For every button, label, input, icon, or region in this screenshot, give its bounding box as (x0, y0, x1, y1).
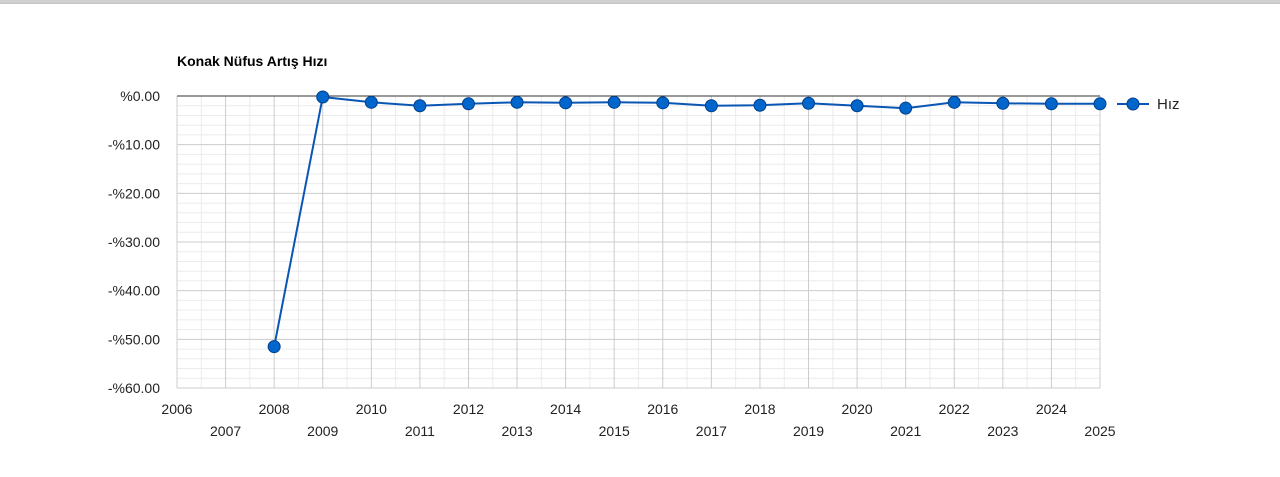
data-point (559, 96, 573, 110)
x-axis-labels: 2006 2007 2008 2009 2010 2011 2012 2013 2014 2015… (161, 401, 1115, 439)
data-point (607, 95, 621, 109)
x-tick-label: 2011 (405, 423, 435, 439)
data-point (899, 101, 913, 115)
data-point (753, 98, 767, 112)
data-point (510, 95, 524, 109)
x-tick-label: 2020 (842, 401, 873, 417)
x-tick-label: 2012 (453, 401, 484, 417)
x-tick-label: 2015 (599, 423, 630, 439)
chart-title: Konak Nüfus Artış Hızı (177, 53, 327, 69)
data-point (267, 340, 281, 354)
x-tick-label: 2019 (793, 423, 824, 439)
data-point (947, 95, 961, 109)
y-tick-label: %0.00 (120, 88, 160, 104)
y-tick-label: -%30.00 (108, 234, 160, 250)
y-tick-label: -%20.00 (108, 185, 160, 201)
x-tick-label: 2025 (1084, 423, 1115, 439)
data-point (413, 99, 427, 113)
x-tick-label: 2014 (550, 401, 581, 417)
data-point (1044, 97, 1058, 111)
legend: Hız (1117, 96, 1180, 113)
x-tick-label: 2018 (744, 401, 775, 417)
x-tick-label: 2013 (501, 423, 532, 439)
data-point (802, 96, 816, 110)
x-tick-label: 2006 (161, 401, 192, 417)
data-points (267, 90, 1107, 354)
legend-marker (1126, 97, 1140, 111)
series-line-group (273, 95, 1100, 347)
y-tick-label: -%50.00 (108, 331, 160, 347)
x-tick-label: 2022 (939, 401, 970, 417)
legend-label: Hız (1157, 96, 1180, 113)
x-tick-label: 2008 (259, 401, 290, 417)
y-axis-labels: %0.00 -%10.00 -%20.00 -%30.00 -%40.00 -%50.00… (108, 88, 160, 396)
y-tick-label: -%60.00 (108, 380, 160, 396)
series-line (273, 95, 1100, 347)
x-tick-label: 2021 (890, 423, 921, 439)
x-tick-label: 2017 (696, 423, 727, 439)
data-point (996, 96, 1010, 110)
data-point (704, 99, 718, 113)
data-point (461, 97, 475, 111)
y-tick-label: -%10.00 (108, 137, 160, 153)
x-tick-label: 2023 (987, 423, 1018, 439)
grid-lines (176, 95, 1101, 389)
x-tick-label: 2009 (307, 423, 338, 439)
x-tick-label: 2016 (647, 401, 678, 417)
y-tick-label: -%40.00 (108, 283, 160, 299)
data-point (316, 90, 330, 104)
data-point (1093, 97, 1107, 111)
window-top-border (0, 0, 1280, 4)
x-tick-label: 2024 (1036, 401, 1067, 417)
data-point (656, 96, 670, 110)
x-tick-label: 2010 (356, 401, 387, 417)
x-tick-label: 2007 (210, 423, 241, 439)
data-point (850, 99, 864, 113)
data-point (364, 95, 378, 109)
